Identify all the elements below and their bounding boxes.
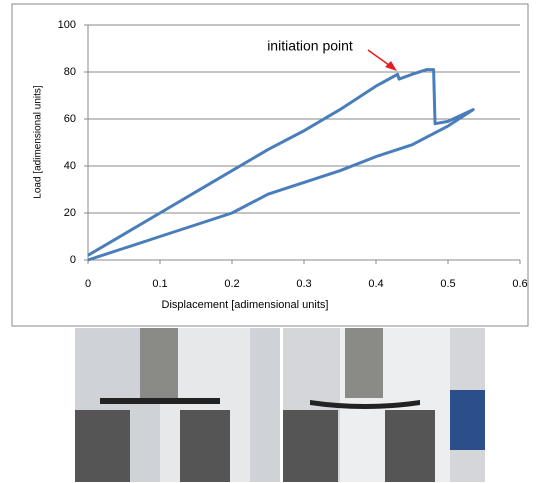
photo-support bbox=[75, 410, 130, 482]
photo-detail bbox=[450, 390, 485, 450]
photos bbox=[75, 328, 485, 482]
chart-frame bbox=[11, 3, 529, 327]
annotation-arrowhead bbox=[385, 61, 397, 71]
photo-support bbox=[180, 410, 230, 482]
photo-grip bbox=[140, 328, 178, 398]
x-tick-label: 0.6 bbox=[512, 278, 527, 290]
y-axis-label: Load [adimensional units] bbox=[33, 85, 44, 199]
y-tick-label: 40 bbox=[64, 160, 76, 172]
annotation: initiation point bbox=[267, 38, 353, 54]
y-tick-label: 20 bbox=[64, 207, 76, 219]
y-tick-label: 80 bbox=[64, 66, 76, 78]
x-tick-label: 0.4 bbox=[368, 278, 383, 290]
photo-support bbox=[283, 410, 338, 482]
photo-support bbox=[385, 410, 435, 482]
x-tick-label: 0 bbox=[85, 278, 91, 290]
x-tick-label: 0.5 bbox=[440, 278, 455, 290]
x-tick-label: 0.1 bbox=[152, 278, 167, 290]
photo-specimen bbox=[100, 398, 220, 404]
x-tick-label: 0.3 bbox=[296, 278, 311, 290]
y-tick-label: 60 bbox=[64, 113, 76, 125]
x-tick-label: 0.2 bbox=[224, 278, 239, 290]
data-line bbox=[87, 68, 475, 262]
plot: 0 20 40 60 80 100 0 0.1 0.2 0.3 0.4 0.5 0.6 initiatio… bbox=[58, 19, 528, 290]
photo-grip bbox=[345, 328, 383, 398]
y-tick-label: 0 bbox=[70, 254, 76, 266]
x-axis-label: Displacement [adimensional units] bbox=[162, 299, 329, 311]
y-tick-label: 100 bbox=[58, 19, 76, 31]
photo-specimen bbox=[310, 400, 420, 409]
